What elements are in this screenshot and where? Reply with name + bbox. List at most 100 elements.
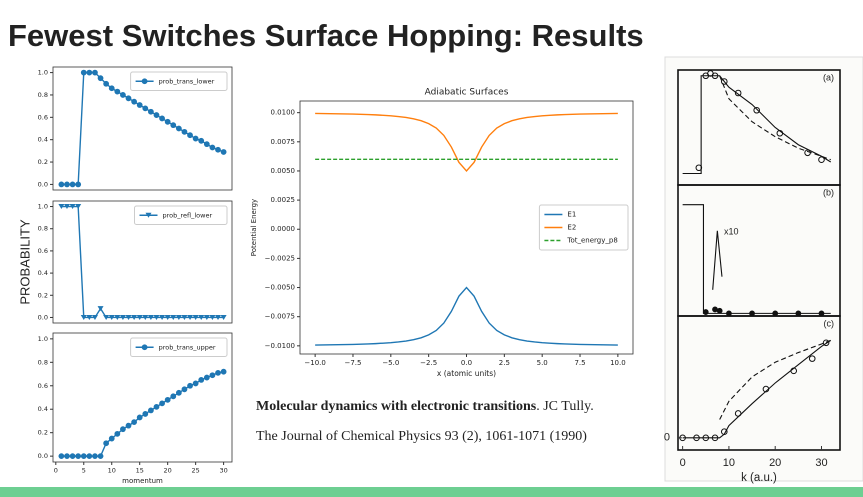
data-point bbox=[215, 146, 221, 153]
data-point bbox=[679, 434, 686, 442]
data-point bbox=[772, 310, 779, 317]
data-point bbox=[75, 204, 82, 210]
legend-label: prob_refl_lower bbox=[163, 211, 213, 219]
data-point bbox=[92, 453, 98, 460]
data-point bbox=[192, 135, 199, 142]
data-point bbox=[818, 156, 825, 163]
data-point bbox=[131, 314, 138, 320]
shared-y-label: PROBABILITY bbox=[17, 219, 32, 305]
data-point bbox=[749, 310, 755, 317]
data-point bbox=[209, 314, 216, 320]
plot-frame bbox=[52, 66, 233, 191]
data-point bbox=[175, 125, 182, 132]
data-point bbox=[114, 88, 121, 95]
x-tick-label: −10.0 bbox=[304, 359, 325, 367]
x-tick-label: 10 bbox=[108, 467, 116, 475]
data-point bbox=[64, 181, 70, 188]
series-line bbox=[712, 230, 723, 290]
y-tick-label: 0.6 bbox=[38, 382, 48, 390]
data-point bbox=[220, 368, 227, 375]
legend-box bbox=[134, 205, 228, 225]
data-point bbox=[198, 377, 205, 383]
y-tick-label: 0.8 bbox=[38, 91, 48, 99]
x-tick-label: 0 bbox=[680, 457, 686, 469]
y-tick-label: 0.4 bbox=[38, 136, 48, 144]
data-point bbox=[181, 314, 188, 320]
x-axis-label: k (a.u.) bbox=[741, 472, 777, 484]
data-point bbox=[58, 204, 65, 210]
y-tick-label: 0.2 bbox=[38, 291, 48, 299]
data-point bbox=[790, 367, 798, 375]
y-tick-label: 0.4 bbox=[38, 405, 48, 413]
plot-frame bbox=[52, 332, 233, 463]
data-point bbox=[693, 434, 700, 442]
series-line bbox=[315, 286, 618, 346]
data-point bbox=[175, 314, 182, 320]
data-point bbox=[58, 453, 65, 460]
data-point bbox=[142, 314, 149, 320]
y-tick-label: 0.8 bbox=[38, 225, 48, 233]
data-point bbox=[220, 149, 227, 155]
data-point bbox=[164, 396, 171, 403]
data-point bbox=[103, 440, 110, 447]
x-tick-label: 0 bbox=[54, 467, 58, 475]
data-point bbox=[702, 309, 709, 315]
panel-label: (b) bbox=[823, 187, 834, 197]
data-point bbox=[64, 453, 70, 460]
data-point bbox=[753, 106, 760, 114]
x-tick-label: 25 bbox=[192, 467, 200, 475]
data-point bbox=[80, 453, 87, 460]
y-tick-label: 0.2 bbox=[38, 158, 48, 166]
citation-title: Molecular dynamics with electronic trans… bbox=[256, 399, 537, 414]
data-point bbox=[187, 382, 193, 389]
y-tick-label: 0.4 bbox=[38, 269, 48, 277]
data-point bbox=[215, 369, 221, 376]
data-point bbox=[170, 314, 177, 320]
data-point bbox=[734, 410, 742, 417]
x-tick-label: 10 bbox=[723, 457, 735, 469]
data-point bbox=[131, 419, 138, 426]
legend-label: prob_trans_lower bbox=[159, 77, 215, 85]
citation-line-1: Molecular dynamics with electronic trans… bbox=[256, 399, 594, 414]
x-tick-label: −2.5 bbox=[420, 359, 437, 367]
x-tick-label: −7.5 bbox=[344, 359, 361, 367]
data-point bbox=[220, 314, 227, 320]
series-line bbox=[682, 204, 831, 314]
data-point bbox=[818, 310, 825, 317]
data-point bbox=[114, 430, 121, 437]
y-tick-label: 0.6 bbox=[38, 247, 48, 255]
scanned-figure bbox=[664, 56, 863, 482]
data-point bbox=[97, 306, 104, 312]
data-point bbox=[142, 411, 149, 417]
panel-label: (a) bbox=[823, 72, 834, 82]
y-tick-label: −0.0100 bbox=[265, 342, 295, 350]
data-point bbox=[181, 386, 188, 393]
data-point bbox=[702, 434, 710, 442]
data-point bbox=[209, 372, 216, 379]
data-point bbox=[103, 80, 110, 87]
data-point bbox=[215, 314, 222, 320]
x-tick-label: 30 bbox=[219, 467, 227, 475]
data-point bbox=[75, 453, 82, 460]
y-tick-label: 0.8 bbox=[38, 358, 48, 366]
data-point bbox=[147, 314, 154, 320]
data-point bbox=[58, 181, 65, 188]
y-tick-label: 0.2 bbox=[38, 429, 48, 437]
data-point bbox=[762, 385, 770, 393]
data-point bbox=[86, 314, 93, 320]
y-tick-label: −0.0025 bbox=[265, 254, 295, 262]
data-point bbox=[159, 115, 165, 122]
data-point bbox=[711, 72, 719, 80]
y-tick-label: −0.0075 bbox=[265, 313, 295, 321]
data-point bbox=[164, 118, 171, 125]
x-tick-label: 0.0 bbox=[461, 359, 472, 367]
y-tick-label: 1.0 bbox=[38, 203, 48, 211]
y-tick-label: 0 bbox=[664, 432, 670, 444]
x-tick-label: 30 bbox=[815, 457, 827, 469]
data-point bbox=[203, 314, 210, 320]
data-point bbox=[153, 112, 160, 118]
data-point bbox=[114, 314, 121, 320]
chart-title: Adiabatic Surfaces bbox=[425, 88, 509, 98]
